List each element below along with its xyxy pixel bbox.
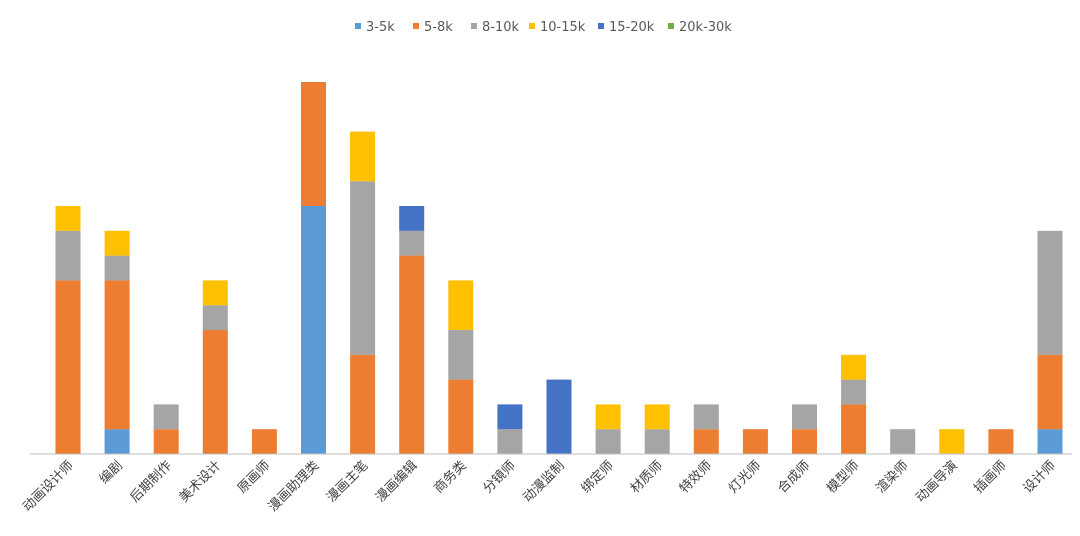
x-tick-label: 漫画编辑 [373,458,420,505]
bar-6-2 [350,181,376,355]
bar-8-1 [448,379,474,454]
bar-20-2 [1037,230,1063,355]
x-tick-label: 漫画主笔 [323,458,371,506]
bar-11-3 [595,404,621,430]
legend-swatch-3 [529,23,535,29]
bar-13-1 [693,429,719,454]
bar-13-2 [693,404,719,430]
legend: 3-5k 5-8k 8-10k 10-15k 15-20k 20k-30k [355,20,732,35]
legend-label-2: 8-10k [482,20,520,35]
x-tick-label: 合成师 [775,458,813,496]
x-tick-label: 动画导演 [913,458,961,506]
bar-16-3 [841,354,867,380]
bar-0-1 [55,280,81,454]
bar-1-2 [104,255,130,281]
legend-label-5: 20k-30k [679,20,732,35]
bar-3-3 [202,280,228,306]
x-tick-label: 设计师 [1021,458,1059,496]
bar-0-3 [55,206,81,231]
bar-5-0 [301,206,326,454]
bar-18-3 [939,429,965,454]
x-tick-label: 绑定师 [579,458,617,496]
bar-20-1 [1037,354,1063,430]
x-tick-label: 美术设计 [177,458,224,505]
legend-label-3: 10-15k [540,20,586,35]
x-tick-label: 分镜师 [481,458,519,496]
bar-9-2 [497,429,523,454]
bar-17-2 [890,429,916,454]
bars [55,82,1063,454]
legend-swatch-4 [598,23,604,29]
x-tick-label: 原画师 [235,458,273,496]
bar-1-3 [104,230,130,256]
x-tick-label: 动画设计师 [20,458,77,515]
x-tick-label: 渲染师 [873,458,911,496]
bar-3-2 [202,305,228,330]
legend-label-1: 5-8k [424,20,453,35]
bar-12-3 [644,404,670,430]
bar-12-2 [644,429,670,454]
bar-9-4 [497,404,523,430]
legend-swatch-2 [471,23,477,29]
x-tick-label: 编剧 [97,458,126,487]
legend-swatch-0 [355,23,361,29]
legend-swatch-5 [668,23,674,29]
bar-16-2 [841,379,867,405]
bar-14-1 [742,429,768,454]
x-tick-label: 特效师 [677,458,715,496]
bar-1-1 [104,280,130,430]
bar-5-1 [301,82,326,206]
bar-19-1 [988,429,1014,454]
legend-label-0: 3-5k [366,20,395,35]
bar-4-1 [251,429,277,454]
x-tick-label: 漫画助理类 [266,458,323,515]
bar-0-2 [55,230,81,281]
x-tick-label: 插画师 [972,458,1010,496]
bar-10-4 [546,379,572,454]
bar-6-3 [350,131,376,182]
bar-8-2 [448,330,474,380]
bar-16-1 [841,404,867,454]
bar-15-1 [792,429,817,454]
bar-7-2 [399,230,425,256]
x-tick-label: 材质师 [628,458,666,496]
x-tick-label: 后期制作 [128,458,175,505]
bar-7-4 [399,206,425,231]
bar-20-0 [1037,429,1063,454]
bar-6-1 [350,354,376,454]
x-tick-label: 灯光师 [726,458,764,496]
bar-2-1 [153,429,179,454]
bar-15-2 [792,404,817,430]
bar-8-3 [448,280,474,330]
x-tick-label: 商务类 [431,458,470,497]
bar-2-2 [153,404,179,430]
bar-3-1 [202,330,228,454]
x-tick-label: 动漫监制 [520,458,567,505]
bar-11-2 [595,429,621,454]
x-tick-label: 模型师 [824,458,862,496]
legend-label-4: 15-20k [609,20,655,35]
bar-7-1 [399,255,425,454]
bar-1-0 [104,429,130,454]
legend-swatch-1 [413,23,419,29]
